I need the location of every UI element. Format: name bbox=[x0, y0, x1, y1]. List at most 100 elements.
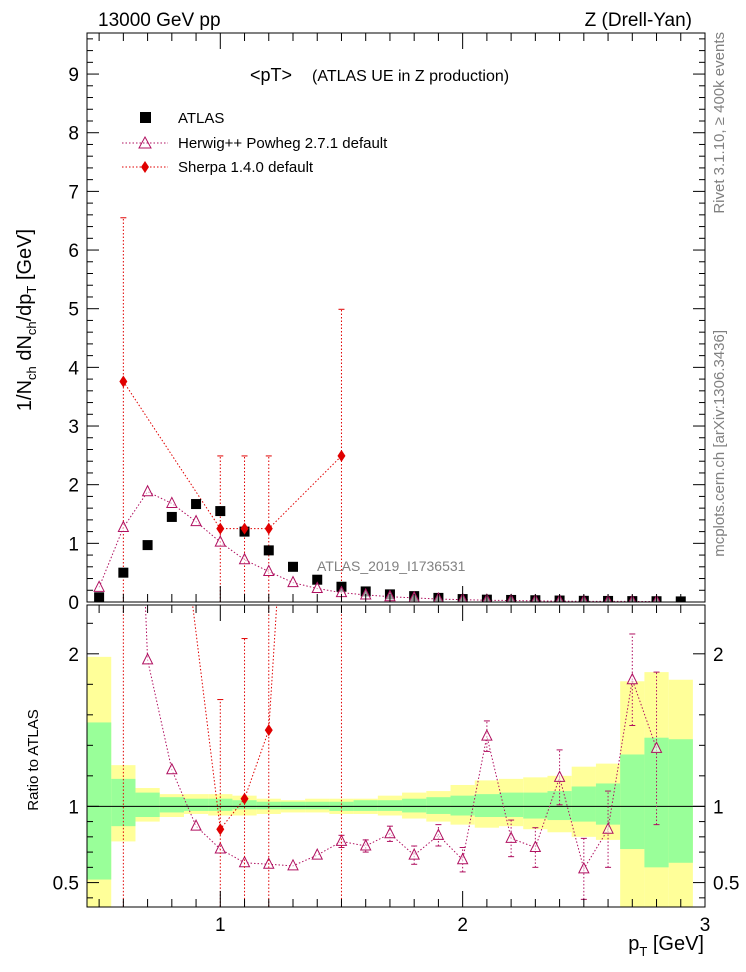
legend-herwig-marker bbox=[138, 135, 152, 149]
ratio-band-green bbox=[183, 798, 209, 811]
ratio-band-green bbox=[523, 792, 548, 819]
herwig-point bbox=[93, 580, 105, 592]
y-tick-label: 7 bbox=[68, 182, 79, 203]
legend-herwig-label: Herwig++ Powheg 2.7.1 default bbox=[178, 135, 388, 152]
atlas-point bbox=[118, 567, 129, 578]
main-series bbox=[93, 217, 686, 602]
ratio-band-green bbox=[159, 797, 184, 813]
herwig-point bbox=[287, 575, 299, 588]
sherpa-point bbox=[216, 522, 225, 535]
ratio-tick-label: 0.5 bbox=[53, 874, 79, 895]
x-tick-label: 3 bbox=[700, 915, 711, 936]
herwig-ratio-point bbox=[553, 770, 566, 782]
sherpa-ratio-point bbox=[264, 724, 273, 737]
sherpa-point bbox=[240, 522, 249, 535]
analysis-label: ATLAS_2019_I1736531 bbox=[317, 558, 466, 574]
ratio-tick-label: 2 bbox=[68, 645, 79, 666]
ratio-band-green bbox=[280, 801, 306, 810]
herwig-ratio-point bbox=[359, 838, 372, 851]
ratio-frame bbox=[86, 604, 706, 908]
herwig-point bbox=[166, 496, 178, 508]
atlas-point bbox=[312, 574, 323, 585]
ratio-band-green bbox=[668, 739, 693, 863]
x-axis-label: pT [GeV] bbox=[628, 933, 704, 959]
herwig-ratio-point bbox=[432, 828, 445, 840]
herwig-ratio-point bbox=[166, 762, 178, 775]
legend-sherpa-marker bbox=[141, 161, 149, 173]
ratio-band-green bbox=[499, 792, 524, 818]
y-tick-label: 4 bbox=[68, 358, 79, 379]
sherpa-ratio-line bbox=[192, 605, 278, 831]
main-frame bbox=[86, 32, 706, 603]
legend-atlas-label: ATLAS bbox=[178, 110, 224, 127]
herwig-ratio-point bbox=[481, 729, 493, 741]
y-tick-label: 5 bbox=[68, 300, 79, 321]
ratio-band-green bbox=[402, 798, 427, 813]
herwig-ratio-point bbox=[311, 848, 324, 860]
ratio-band-green bbox=[135, 792, 160, 818]
atlas-point bbox=[142, 540, 153, 551]
herwig-point bbox=[141, 484, 154, 497]
herwig-ratio-point bbox=[335, 834, 348, 846]
herwig-ratio-point bbox=[384, 826, 396, 839]
herwig-point bbox=[190, 514, 202, 527]
y-tick-label: 0 bbox=[68, 593, 79, 614]
ratio-band-green bbox=[450, 795, 475, 816]
y-tick-label: 1 bbox=[68, 534, 79, 555]
herwig-ratio-point bbox=[238, 855, 251, 868]
atlas-point bbox=[215, 506, 226, 517]
y-tick-label: 6 bbox=[68, 241, 79, 262]
chart-title: <pT> bbox=[250, 65, 292, 85]
ratio-band-green bbox=[571, 786, 596, 822]
rivet-label: Rivet 3.1.10, ≥ 400k events bbox=[711, 32, 728, 214]
ratio-tick-label-right: 1 bbox=[713, 797, 724, 818]
sherpa-ratio-point bbox=[240, 792, 249, 805]
atlas-point bbox=[191, 499, 202, 510]
herwig-point bbox=[117, 520, 130, 533]
herwig-line bbox=[98, 491, 657, 602]
y-tick-label: 9 bbox=[68, 65, 79, 86]
ratio-y-axis-label: Ratio to ATLAS bbox=[25, 709, 42, 810]
header-right: Z (Drell-Yan) bbox=[585, 10, 692, 31]
herwig-ratio-point bbox=[214, 841, 227, 854]
sherpa-point bbox=[119, 375, 128, 388]
herwig-ratio-point bbox=[626, 672, 639, 685]
atlas-point bbox=[263, 545, 274, 556]
chart-subtitle: (ATLAS UE in Z production) bbox=[312, 68, 509, 85]
herwig-point bbox=[214, 535, 227, 547]
atlas-point bbox=[288, 561, 298, 572]
sherpa-ratio-point bbox=[216, 823, 225, 836]
sherpa-point bbox=[264, 522, 273, 535]
ratio-band-green bbox=[474, 794, 499, 818]
x-tick-label: 2 bbox=[457, 915, 468, 936]
legend: ATLAS Herwig++ Powheg 2.7.1 default Sher… bbox=[122, 110, 388, 176]
sherpa-point bbox=[337, 449, 346, 462]
ratio-band-green bbox=[547, 791, 572, 821]
ratio-bands bbox=[87, 656, 693, 907]
herwig-ratio-point bbox=[578, 861, 590, 874]
ratio-band-green bbox=[353, 800, 378, 811]
herwig-ratio-point bbox=[287, 858, 299, 871]
herwig-ratio-point bbox=[602, 822, 614, 834]
herwig-ratio-point bbox=[190, 819, 202, 831]
x-tick-label: 1 bbox=[215, 915, 226, 936]
y-axis-label: 1/Nch dNch/dpT [GeV] bbox=[14, 229, 39, 411]
herwig-ratio-point bbox=[529, 840, 542, 853]
herwig-point bbox=[262, 564, 275, 576]
ratio-band-green bbox=[377, 800, 403, 811]
herwig-point bbox=[238, 552, 251, 565]
ratio-tick-label: 1 bbox=[68, 797, 79, 818]
main-panel: <pT> (ATLAS UE in Z production) ATLAS He… bbox=[14, 65, 509, 574]
legend-atlas-marker bbox=[140, 112, 151, 123]
legend-sherpa-label: Sherpa 1.4.0 default bbox=[178, 159, 314, 176]
y-tick-label: 3 bbox=[68, 417, 79, 438]
ratio-band-green bbox=[256, 801, 281, 810]
ratio-band-green bbox=[426, 797, 451, 814]
herwig-ratio-point bbox=[141, 652, 154, 665]
ratio-band-green bbox=[87, 722, 112, 880]
atlas-point bbox=[166, 511, 177, 522]
sherpa-line bbox=[122, 381, 342, 530]
herwig-ratio-point bbox=[505, 831, 517, 843]
ratio-band-green bbox=[620, 754, 645, 850]
